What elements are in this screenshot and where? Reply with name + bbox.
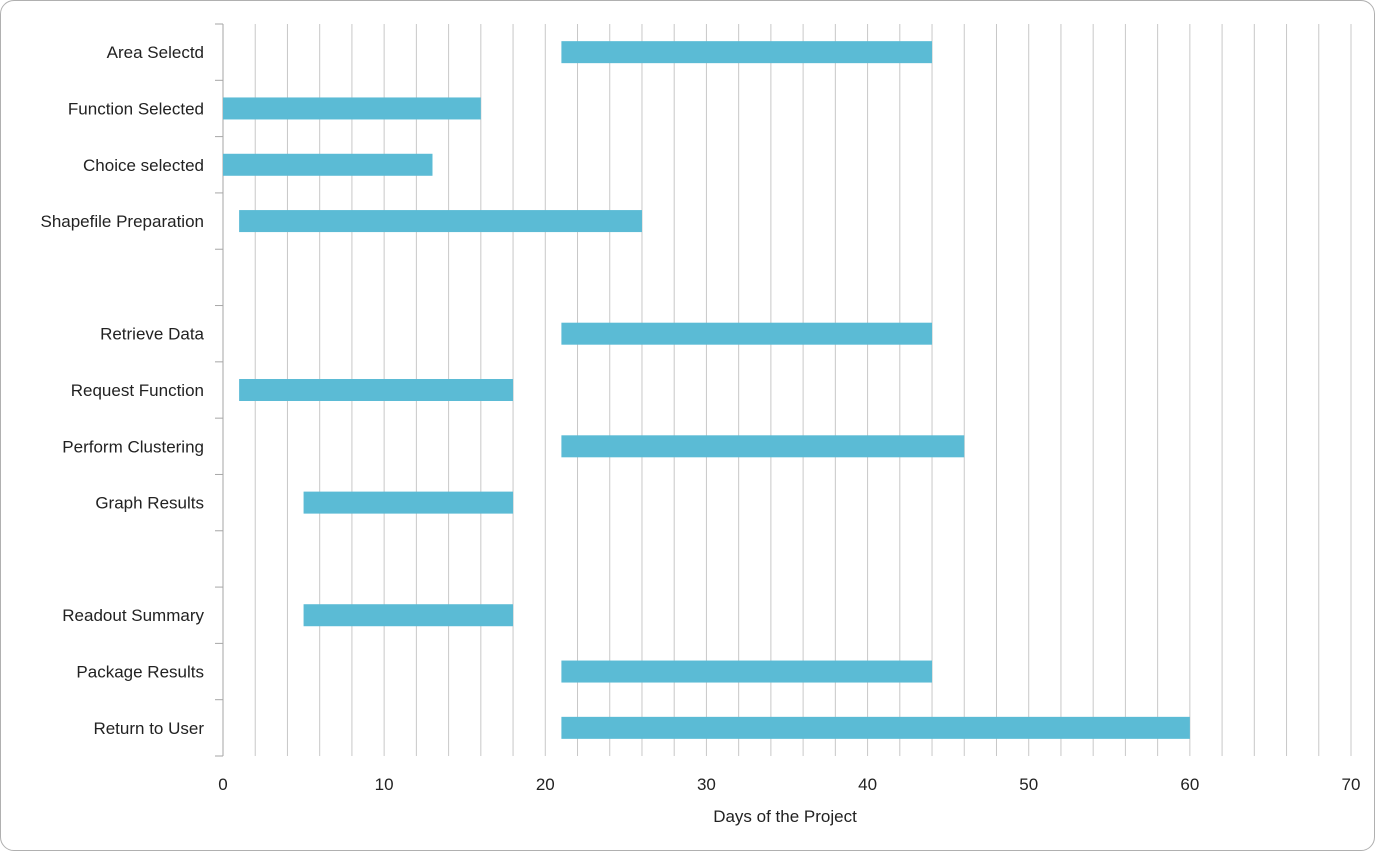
bars bbox=[223, 41, 1190, 739]
x-tick-label: 40 bbox=[858, 775, 877, 794]
category-label: Perform Clustering bbox=[62, 437, 204, 456]
category-label: Function Selected bbox=[68, 99, 204, 118]
task-bar bbox=[223, 153, 433, 176]
category-label: Request Function bbox=[71, 381, 204, 400]
category-label: Retrieve Data bbox=[100, 325, 204, 344]
task-bar bbox=[561, 322, 933, 345]
task-bar bbox=[561, 660, 933, 683]
category-labels: Area Selectd Function Selected Choice sele… bbox=[40, 43, 204, 738]
x-tick-labels: 0 10 20 30 40 50 60 70 bbox=[218, 775, 1360, 794]
task-bar bbox=[223, 97, 481, 120]
task-bar bbox=[561, 716, 1190, 739]
task-bar bbox=[561, 435, 965, 458]
task-bar bbox=[303, 491, 514, 514]
category-label: Shapefile Preparation bbox=[40, 212, 204, 231]
x-tick-label: 0 bbox=[218, 775, 227, 794]
category-label: Graph Results bbox=[95, 494, 204, 513]
category-label: Return to User bbox=[93, 719, 204, 738]
x-tick-label: 70 bbox=[1342, 775, 1361, 794]
category-label: Readout Summary bbox=[62, 606, 204, 625]
category-label: Package Results bbox=[76, 663, 204, 682]
task-bar bbox=[561, 41, 933, 64]
x-tick-label: 30 bbox=[697, 775, 716, 794]
task-bar bbox=[303, 604, 514, 627]
x-tick-label: 50 bbox=[1019, 775, 1038, 794]
y-axis bbox=[215, 23, 224, 757]
task-bar bbox=[239, 379, 514, 401]
category-label: Choice selected bbox=[83, 156, 204, 175]
category-label: Area Selectd bbox=[107, 43, 204, 62]
x-tick-label: 10 bbox=[375, 775, 394, 794]
grid-lines bbox=[254, 24, 1352, 756]
x-axis-title: Days of the Project bbox=[713, 807, 857, 826]
x-tick-label: 20 bbox=[536, 775, 555, 794]
task-bar bbox=[239, 210, 642, 233]
x-tick-label: 60 bbox=[1180, 775, 1199, 794]
